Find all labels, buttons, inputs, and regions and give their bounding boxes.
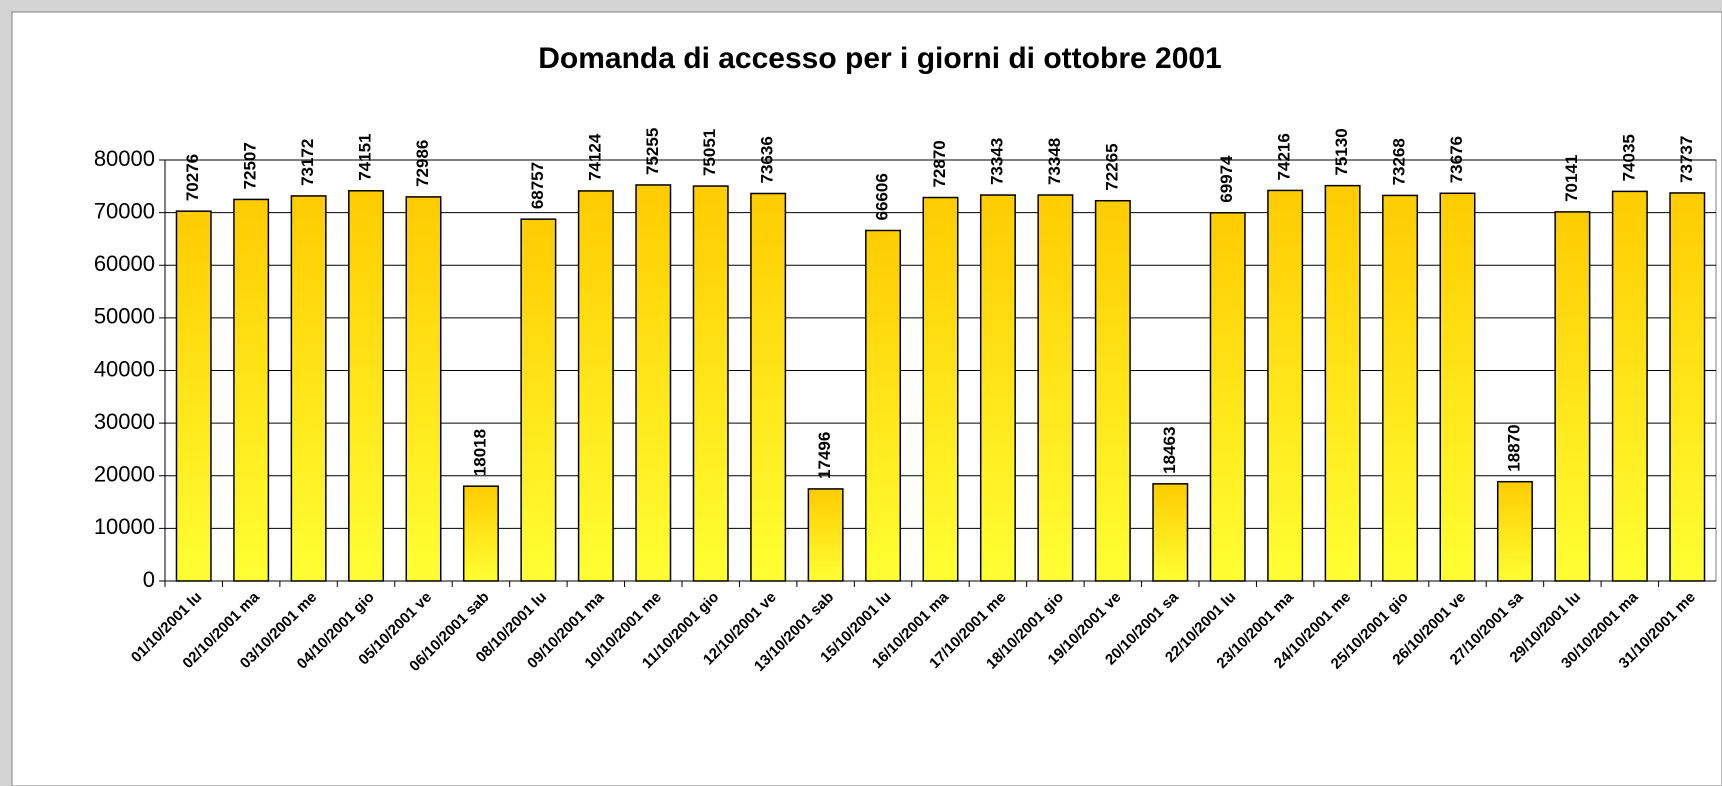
value-label: 72265 xyxy=(1102,143,1121,190)
value-label: 74151 xyxy=(356,133,375,180)
value-label: 74035 xyxy=(1619,134,1638,181)
y-tick-label: 70000 xyxy=(94,198,155,223)
y-tick-label: 20000 xyxy=(94,462,155,487)
y-tick-label: 30000 xyxy=(94,409,155,434)
value-label: 73268 xyxy=(1390,138,1409,185)
value-label: 73343 xyxy=(987,138,1006,185)
y-tick-label: 50000 xyxy=(94,304,155,329)
bar xyxy=(979,194,1016,582)
bar xyxy=(462,485,499,582)
bar xyxy=(348,190,385,582)
y-tick-label: 40000 xyxy=(94,356,155,381)
bar xyxy=(1382,194,1419,582)
value-label: 75130 xyxy=(1332,128,1351,175)
bar xyxy=(1324,184,1361,582)
bar xyxy=(635,184,672,582)
y-tick-label: 60000 xyxy=(94,251,155,276)
value-label: 69974 xyxy=(1217,155,1236,203)
value-label: 17496 xyxy=(815,432,834,479)
bar xyxy=(922,196,959,582)
value-label: 18463 xyxy=(1160,427,1179,474)
value-label: 75255 xyxy=(643,128,662,175)
value-label: 18870 xyxy=(1504,424,1523,471)
value-label: 72507 xyxy=(241,142,260,189)
value-label: 73676 xyxy=(1447,136,1466,183)
bar xyxy=(1439,192,1476,582)
chart-title: Domanda di accesso per i giorni di ottob… xyxy=(538,42,1222,75)
bar xyxy=(750,192,787,582)
bar xyxy=(405,196,442,582)
y-tick-label: 10000 xyxy=(94,514,155,539)
value-label: 18018 xyxy=(470,429,489,476)
bar xyxy=(577,190,614,582)
bar xyxy=(1209,212,1246,582)
bar xyxy=(1611,190,1648,582)
value-label: 74124 xyxy=(585,133,604,181)
bar xyxy=(175,210,212,582)
value-label: 68757 xyxy=(528,162,547,209)
bar xyxy=(1267,189,1304,582)
value-label: 74216 xyxy=(1275,133,1294,180)
bar xyxy=(290,195,327,582)
bar xyxy=(865,229,902,582)
bar xyxy=(1669,192,1706,582)
value-label: 75051 xyxy=(700,129,719,176)
bar xyxy=(520,218,557,582)
bar xyxy=(807,488,844,582)
value-label: 70276 xyxy=(183,154,202,201)
bar xyxy=(1496,480,1533,582)
bar xyxy=(233,198,270,582)
y-tick-label: 0 xyxy=(143,567,155,592)
value-label: 73737 xyxy=(1677,136,1696,183)
value-label: 73348 xyxy=(1045,138,1064,185)
bar xyxy=(692,185,729,582)
value-label: 66606 xyxy=(873,173,892,220)
bar xyxy=(1094,199,1131,582)
bar xyxy=(1554,211,1591,582)
bar xyxy=(1152,483,1189,582)
bar xyxy=(1037,194,1074,582)
value-label: 72986 xyxy=(413,140,432,187)
value-label: 73172 xyxy=(298,139,317,186)
y-tick-label: 80000 xyxy=(94,146,155,171)
value-label: 72870 xyxy=(930,140,949,187)
value-label: 70141 xyxy=(1562,155,1581,202)
value-label: 73636 xyxy=(758,136,777,183)
